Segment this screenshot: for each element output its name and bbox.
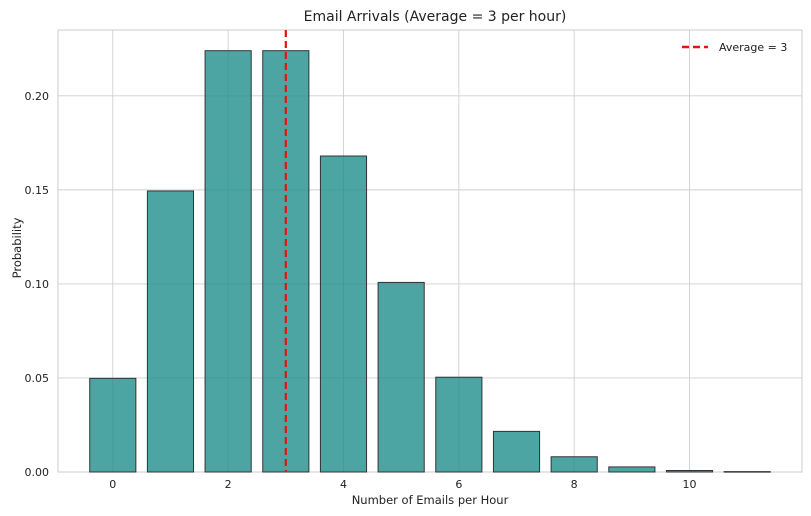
bar [377,281,425,473]
bars [89,50,771,473]
y-tick-label: 0.10 [25,278,50,291]
y-axis-ticks: 0.00 0.05 0.10 0.15 0.20 [25,90,50,479]
bar [204,50,252,473]
bar [319,155,368,473]
bar [665,469,714,473]
bar [550,456,598,473]
plot-area [57,29,803,473]
legend-label: Average = 3 [719,41,787,54]
bar [435,376,483,473]
y-tick-label: 0.00 [25,466,50,479]
y-tick-label: 0.15 [25,184,50,197]
chart-title: Email Arrivals (Average = 3 per hour) [304,9,567,25]
x-tick-label: 10 [683,478,697,491]
x-tick-label: 2 [225,478,232,491]
bar [723,471,771,473]
y-axis-label: Probability [10,217,24,278]
bar [608,466,656,473]
x-axis-ticks: 0 2 4 6 8 10 [109,478,696,491]
x-tick-label: 6 [455,478,462,491]
y-tick-label: 0.20 [25,90,50,103]
y-tick-label: 0.05 [25,372,50,385]
x-tick-label: 4 [340,478,347,491]
x-axis-label: Number of Emails per Hour [352,493,509,507]
legend: Average = 3 [682,41,787,54]
bar [492,430,541,473]
bar [146,190,195,473]
x-tick-label: 0 [109,478,116,491]
x-tick-label: 8 [571,478,578,491]
bar [89,377,137,473]
